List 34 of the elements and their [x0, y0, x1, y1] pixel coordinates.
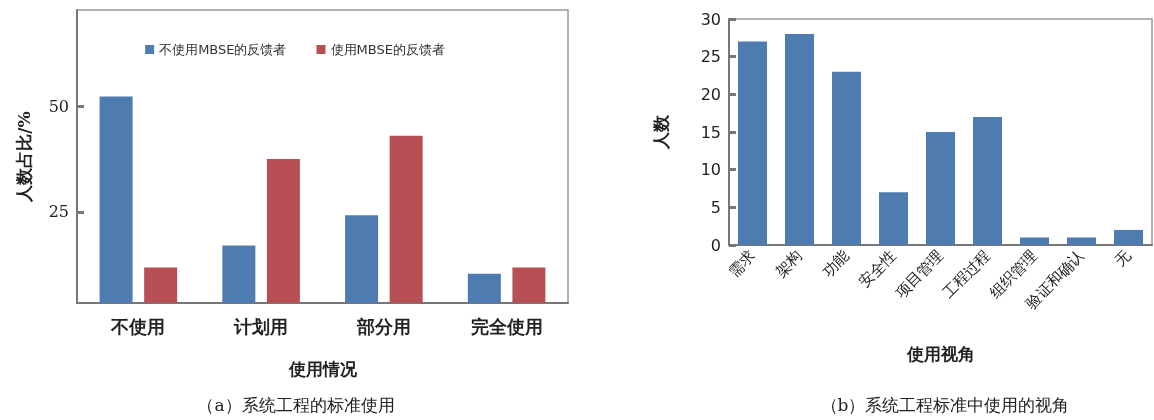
- y-tick-label: 25: [700, 47, 721, 67]
- bar: [973, 116, 1002, 245]
- bar: [926, 132, 955, 245]
- y-axis-title: 人数: [650, 114, 671, 150]
- x-tick-label: 不使用: [110, 315, 166, 337]
- y-tick-label: 15: [700, 122, 721, 142]
- x-axis-title: 使用视角: [905, 343, 975, 364]
- x-tick-label: 架构: [771, 246, 806, 281]
- y-tick-label: 0: [710, 235, 721, 255]
- x-tick-label: 功能: [818, 246, 853, 281]
- y-axis-title: 人数占比/%: [13, 111, 34, 203]
- y-tick-label: 5: [710, 197, 721, 217]
- x-axis-title: 使用情况: [287, 358, 358, 379]
- x-tick-label: 部分用: [355, 315, 411, 337]
- x-tick-label: 需求: [724, 246, 759, 281]
- bar: [1114, 229, 1143, 245]
- bar: [832, 71, 861, 245]
- x-tick-label: 完全使用: [470, 315, 543, 337]
- bar: [879, 192, 908, 245]
- bar: [1067, 237, 1096, 245]
- x-tick-label: 无: [1111, 246, 1135, 270]
- text: （a）系统工程的标准使用: [197, 394, 395, 415]
- y-tick-label: 20: [700, 84, 721, 104]
- x-tick-label: 计划用: [233, 315, 289, 337]
- bar: [738, 41, 767, 245]
- bar: [785, 34, 814, 245]
- y-tick-label: 30: [700, 9, 721, 29]
- bar: [1020, 237, 1049, 245]
- y-tick-label: 50: [48, 96, 69, 116]
- y-tick-label: 10: [700, 160, 721, 180]
- legend-label: 使用MBSE的反馈者: [330, 42, 445, 57]
- text: （b）系统工程标准中使用的视角: [820, 394, 1070, 415]
- legend-label: 不使用MBSE的反馈者: [159, 42, 287, 57]
- y-tick-label: 25: [48, 202, 69, 222]
